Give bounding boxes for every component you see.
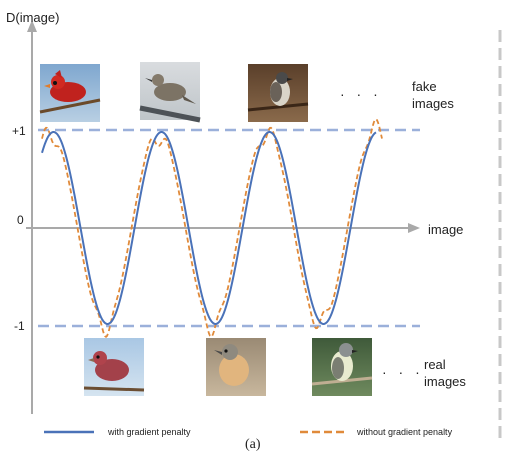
real-ellipsis: · · ·	[382, 364, 424, 380]
y-axis-label: D(image)	[6, 10, 60, 25]
tick-minus-one: -1	[14, 319, 25, 333]
real-image-1	[83, 338, 145, 396]
real-label-line1: real	[424, 357, 446, 372]
real-image-3	[311, 338, 373, 396]
tick-zero: 0	[17, 213, 24, 227]
legend-solid-label: with gradient penalty	[108, 427, 191, 437]
x-axis-label: image	[428, 222, 464, 237]
real-label-line2: images	[424, 374, 466, 389]
curve-without-gradient-penalty	[41, 118, 383, 338]
fake-label-line2: images	[412, 96, 454, 111]
fake-image-2	[139, 62, 201, 123]
tick-plus-one: +1	[12, 124, 26, 138]
figure-caption: (a)	[245, 437, 261, 452]
real-images-label: real images	[424, 356, 466, 390]
fake-label-line1: fake	[412, 79, 437, 94]
curve-with-gradient-penalty	[41, 131, 377, 325]
y-axis-arrow-icon	[27, 20, 37, 32]
fake-image-3	[247, 64, 309, 122]
legend-dashed-label: without gradient penalty	[357, 427, 453, 437]
fake-ellipsis: · · ·	[340, 86, 382, 102]
fake-image-1	[39, 64, 101, 122]
fake-images-label: fake images	[412, 78, 454, 112]
x-axis-arrow-icon	[408, 223, 420, 233]
real-image-2	[206, 338, 266, 396]
